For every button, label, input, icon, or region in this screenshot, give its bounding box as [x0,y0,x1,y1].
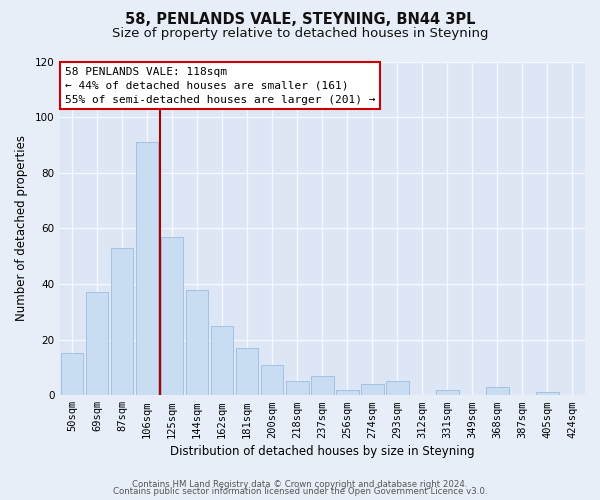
Bar [536,392,559,395]
Bar [186,290,208,395]
Bar [136,142,158,395]
Bar [261,364,283,395]
Text: Size of property relative to detached houses in Steyning: Size of property relative to detached ho… [112,28,488,40]
Text: Contains HM Land Registry data © Crown copyright and database right 2024.: Contains HM Land Registry data © Crown c… [132,480,468,489]
Bar [336,390,359,395]
Bar [311,376,334,395]
Bar [286,382,308,395]
Bar [86,292,109,395]
Bar [486,387,509,395]
Bar [386,382,409,395]
Text: 58, PENLANDS VALE, STEYNING, BN44 3PL: 58, PENLANDS VALE, STEYNING, BN44 3PL [125,12,475,28]
Bar [161,236,184,395]
Text: Contains public sector information licensed under the Open Government Licence v3: Contains public sector information licen… [113,487,487,496]
Bar [361,384,383,395]
Bar [61,354,83,395]
Bar [236,348,259,395]
Bar [436,390,458,395]
X-axis label: Distribution of detached houses by size in Steyning: Distribution of detached houses by size … [170,444,475,458]
Bar [111,248,133,395]
Y-axis label: Number of detached properties: Number of detached properties [15,136,28,322]
Bar [211,326,233,395]
Text: 58 PENLANDS VALE: 118sqm
← 44% of detached houses are smaller (161)
55% of semi-: 58 PENLANDS VALE: 118sqm ← 44% of detach… [65,66,376,104]
